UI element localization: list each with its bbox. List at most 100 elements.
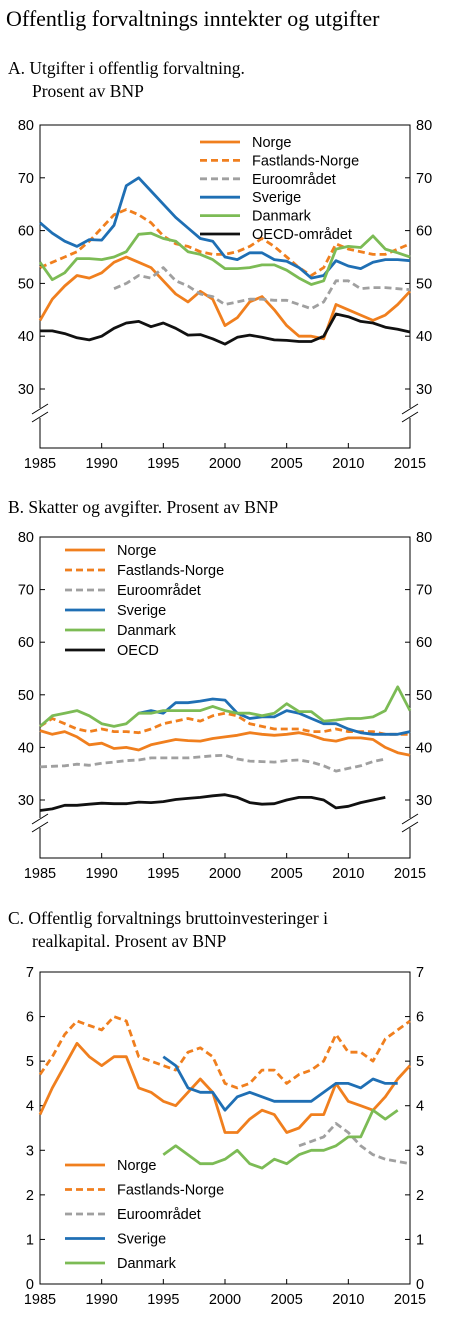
y-tick-label-left: 50 bbox=[18, 276, 34, 292]
x-tick-label: 1995 bbox=[147, 456, 179, 472]
plot-frame bbox=[39, 536, 411, 859]
y-tick-label-right: 60 bbox=[416, 224, 432, 240]
y-tick-label-right: 80 bbox=[416, 530, 432, 546]
y-tick-label-right: 30 bbox=[416, 382, 432, 398]
legend-label-fastlands-norge: Fastlands-Norge bbox=[117, 1183, 224, 1199]
series-line-euroomradet bbox=[39, 753, 386, 773]
y-tick-label-left: 1 bbox=[26, 1232, 34, 1248]
legend-label-euroomradet: Euroområdet bbox=[252, 172, 336, 188]
y-tick-label-left: 7 bbox=[26, 965, 34, 981]
legend-label-euroomradet: Euroområdet bbox=[117, 583, 201, 599]
series-line-danmark bbox=[39, 685, 412, 728]
axis-break-gap bbox=[32, 818, 48, 828]
series-line-euroomradet bbox=[113, 266, 411, 311]
axis-break-gap bbox=[32, 408, 48, 418]
y-tick-label-left: 5 bbox=[26, 1054, 34, 1070]
x-tick-label: 1985 bbox=[24, 1292, 56, 1308]
x-tick-label: 2005 bbox=[271, 456, 303, 472]
y-tick-label-right: 4 bbox=[416, 1099, 424, 1115]
y-tick-label-left: 70 bbox=[18, 583, 34, 599]
axis-break-mark bbox=[31, 403, 49, 415]
x-tick-label: 2015 bbox=[394, 456, 426, 472]
x-tick-label: 2005 bbox=[271, 866, 303, 882]
chart-a-expenditure: 30 30 40 40 50 50 60 60 70 70 80 80 1985 1990 1995 2000… bbox=[18, 118, 432, 472]
panel-c-title: C. Offentlig forvaltnings bruttoinvester… bbox=[8, 907, 438, 953]
x-tick-label: 2000 bbox=[209, 1292, 241, 1308]
series-line-danmark bbox=[38, 231, 411, 286]
chart-c-investment: 0 0 1 1 2 2 3 3 4 4 5 5 6 6 7 7 1985 1990 1995 2000 2005 2010… bbox=[24, 965, 426, 1308]
y-tick-label-left: 2 bbox=[26, 1188, 34, 1204]
legend-label-oecd: OECD bbox=[117, 643, 159, 659]
series-line-oecd bbox=[39, 793, 386, 812]
x-tick-label: 1995 bbox=[147, 866, 179, 882]
legend-label-norge: Norge bbox=[252, 135, 292, 151]
plot-frame bbox=[39, 124, 411, 449]
y-tick-label-right: 50 bbox=[416, 688, 432, 704]
legend-label-danmark: Danmark bbox=[117, 623, 177, 639]
x-tick-label: 1985 bbox=[24, 456, 56, 472]
legend-label-danmark: Danmark bbox=[117, 1256, 177, 1272]
y-tick-label-left: 50 bbox=[18, 688, 34, 704]
legend-label-sverige: Sverige bbox=[117, 1232, 166, 1248]
axis-break-mark bbox=[401, 813, 419, 825]
page-title: Offentlig forvaltnings inntekter og utgi… bbox=[6, 6, 380, 31]
y-tick-label-left: 4 bbox=[26, 1099, 34, 1115]
legend-label-oecd-omradet: OECD-området bbox=[252, 227, 352, 243]
series-line-norge bbox=[39, 729, 411, 757]
axis-break-mark bbox=[31, 813, 49, 825]
axis-break-mark bbox=[401, 403, 419, 415]
y-tick-label-right: 1 bbox=[416, 1232, 424, 1248]
axis-break-gap bbox=[402, 818, 418, 828]
legend-label-norge: Norge bbox=[117, 543, 157, 559]
legend-label-norge: Norge bbox=[117, 1158, 157, 1174]
y-tick-label-left: 80 bbox=[18, 118, 34, 134]
axis-break-mark bbox=[31, 411, 49, 423]
axis-break-mark bbox=[401, 821, 419, 833]
series-line-norge bbox=[38, 255, 412, 341]
series-line-danmark bbox=[162, 1108, 399, 1170]
y-tick-label-right: 40 bbox=[416, 329, 432, 345]
series-line-fastlands-norge bbox=[38, 1015, 411, 1090]
y-tick-label-right: 80 bbox=[416, 118, 432, 134]
y-tick-label-right: 2 bbox=[416, 1188, 424, 1204]
y-tick-label-left: 6 bbox=[26, 1010, 34, 1026]
axis-break-mark bbox=[31, 821, 49, 833]
panel-c-title-line1: C. Offentlig forvaltnings bruttoinvester… bbox=[8, 908, 328, 928]
x-tick-label: 2005 bbox=[271, 1292, 303, 1308]
y-tick-label-left: 0 bbox=[26, 1277, 34, 1293]
y-tick-label-left: 30 bbox=[18, 382, 34, 398]
panel-a-title-line2: Prosent av BNP bbox=[32, 81, 144, 101]
y-tick-label-left: 60 bbox=[18, 224, 34, 240]
series-line-euroomradet bbox=[298, 1122, 411, 1166]
y-tick-label-left: 80 bbox=[18, 530, 34, 546]
series-line-sverige bbox=[138, 697, 411, 736]
legend-label-fastlands-norge: Fastlands-Norge bbox=[117, 563, 224, 579]
panel-b-title-line1: B. Skatter og avgifter. Prosent av BNP bbox=[8, 497, 279, 517]
y-tick-label-right: 7 bbox=[416, 965, 424, 981]
x-tick-label: 1995 bbox=[147, 1292, 179, 1308]
y-tick-label-left: 30 bbox=[18, 793, 34, 809]
panel-a-title: A. Utgifter i offentlig forvaltning. Pro… bbox=[8, 57, 438, 103]
y-tick-label-right: 50 bbox=[416, 276, 432, 292]
x-tick-label: 2010 bbox=[332, 1292, 364, 1308]
legend-label-fastlands-norge: Fastlands-Norge bbox=[252, 153, 359, 169]
series-line-norge bbox=[38, 1041, 412, 1134]
y-tick-label-right: 0 bbox=[416, 1277, 424, 1293]
chart-b-taxes: 30 30 40 40 50 50 60 60 70 70 80 80 1985 1990 1995 2000… bbox=[18, 530, 432, 882]
x-tick-label: 2000 bbox=[209, 456, 241, 472]
y-tick-label-left: 3 bbox=[26, 1143, 34, 1159]
y-tick-label-right: 40 bbox=[416, 740, 432, 756]
legend-label-sverige: Sverige bbox=[252, 190, 301, 206]
series-line-sverige bbox=[39, 176, 411, 280]
axis-break-mark bbox=[401, 411, 419, 423]
y-tick-label-right: 3 bbox=[416, 1143, 424, 1159]
x-tick-label: 2000 bbox=[209, 866, 241, 882]
y-tick-label-right: 60 bbox=[416, 635, 432, 651]
y-tick-label-left: 40 bbox=[18, 329, 34, 345]
series-line-fastlands-norge bbox=[39, 208, 411, 277]
y-tick-label-left: 60 bbox=[18, 635, 34, 651]
x-tick-label: 2015 bbox=[394, 1292, 426, 1308]
y-tick-label-left: 40 bbox=[18, 740, 34, 756]
panel-a-title-line1: A. Utgifter i offentlig forvaltning. bbox=[8, 58, 245, 78]
x-tick-label: 1990 bbox=[86, 866, 118, 882]
